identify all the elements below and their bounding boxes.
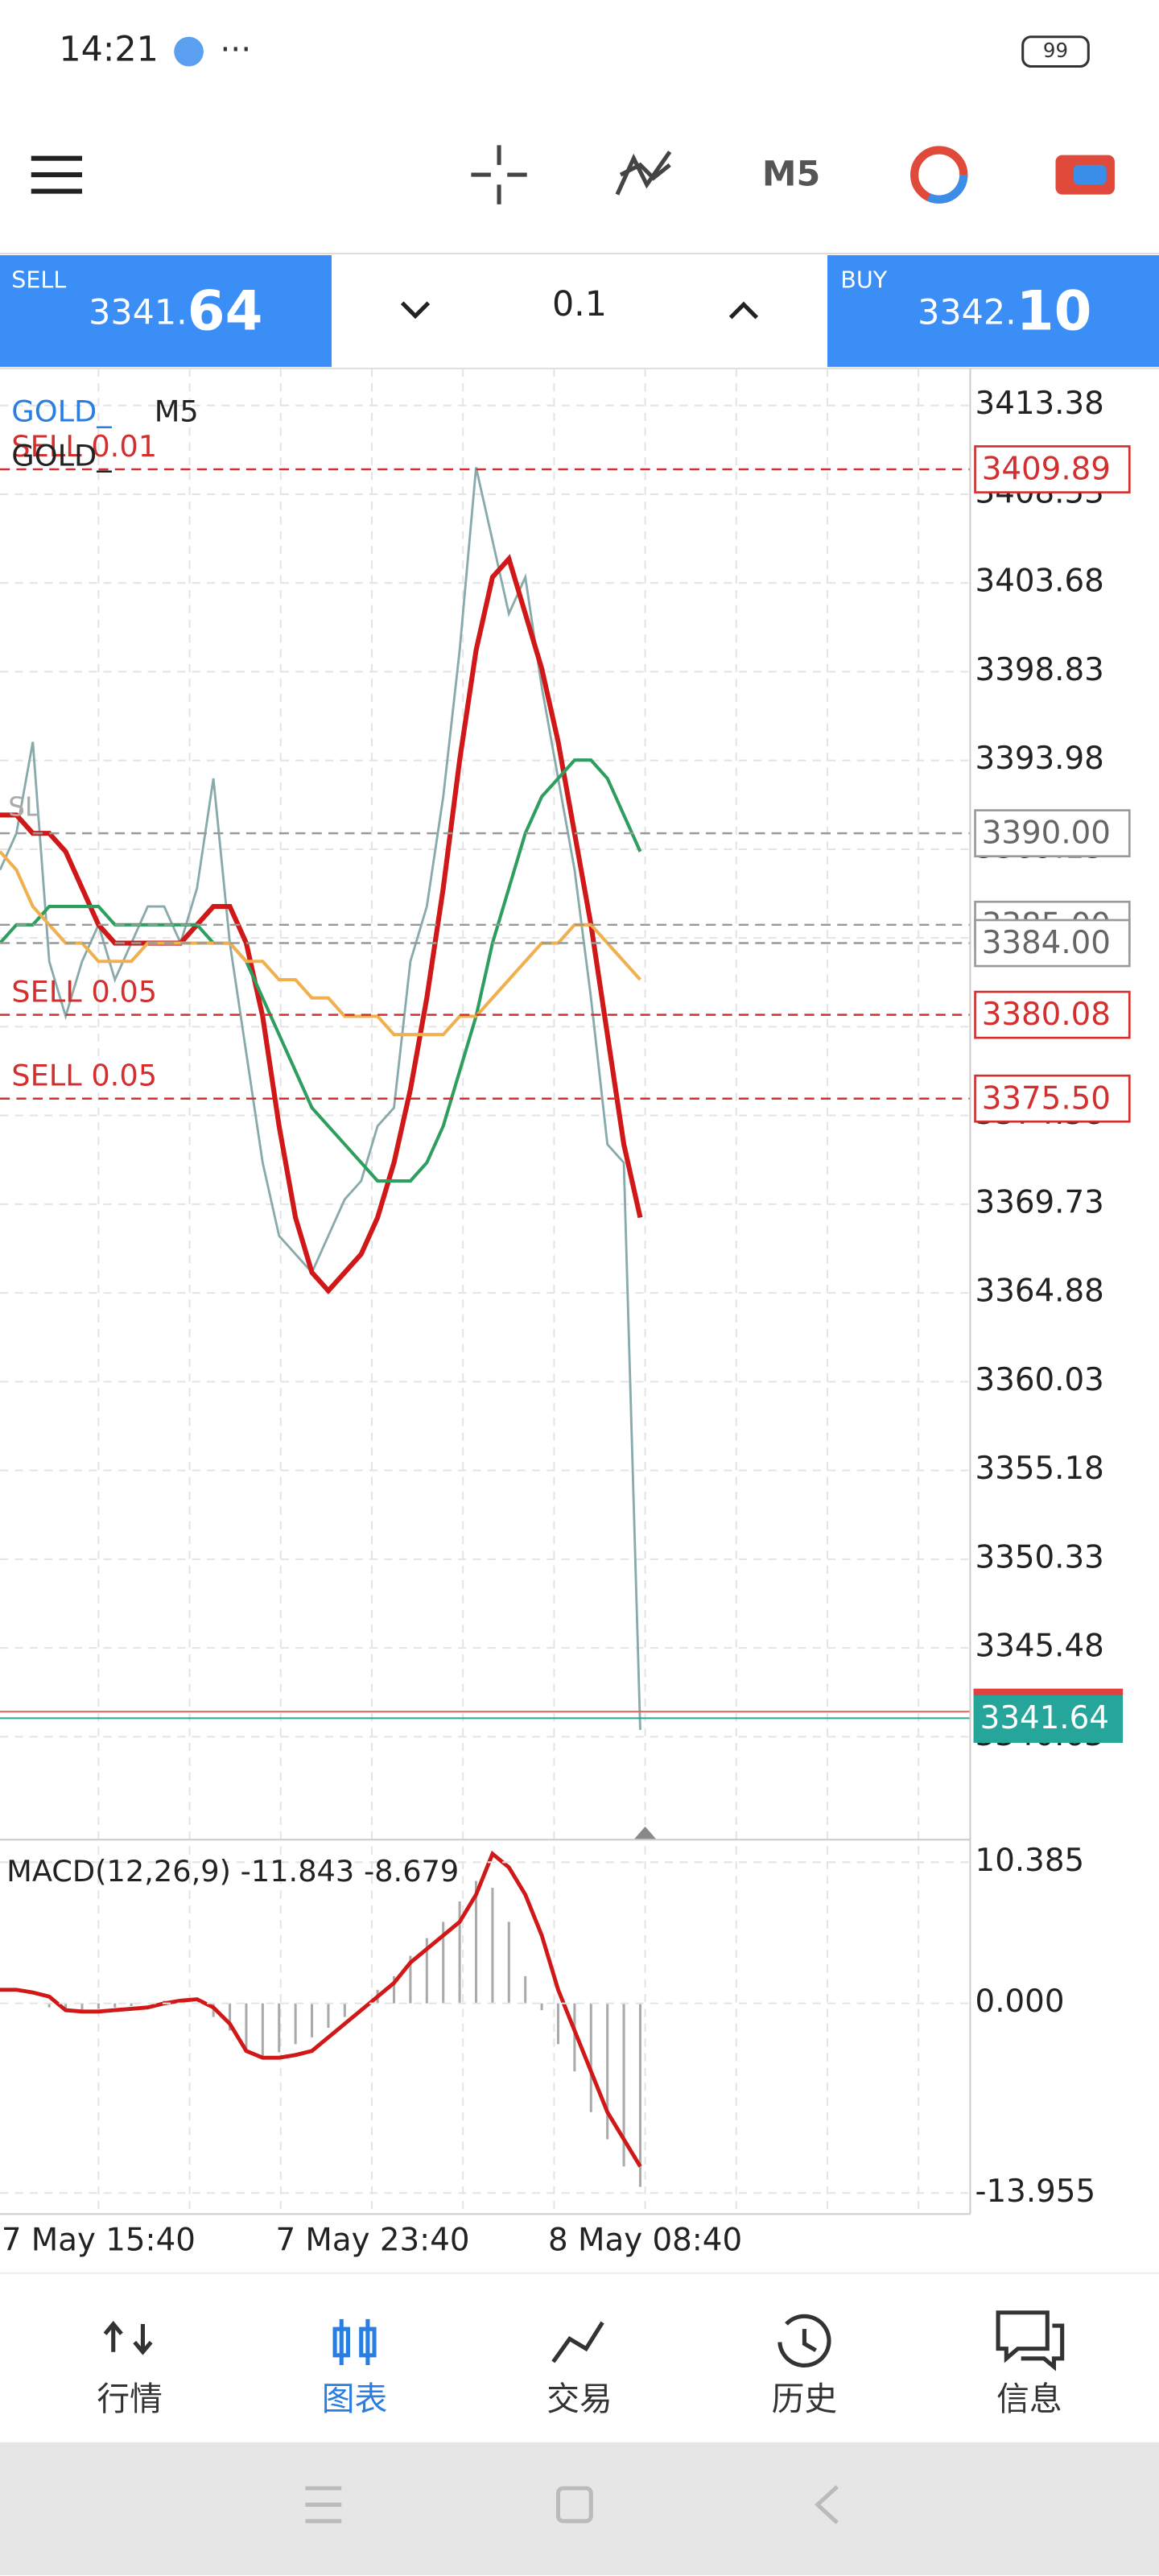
sell-button[interactable] [0, 255, 332, 367]
buy-price: 3342.10 [918, 279, 1091, 342]
x-label: 8 May 08:40 [548, 2223, 742, 2259]
sl-mark: SL [8, 791, 39, 822]
macd-title: MACD(12,26,9) [6, 1854, 231, 1889]
timeframe-button[interactable]: M5 [762, 155, 820, 195]
level-price: 3375.50 [982, 1080, 1111, 1117]
y-tick-label: 3369.73 [975, 1184, 1104, 1220]
status-icon [174, 36, 204, 67]
moving-average [0, 758, 642, 1183]
current-price-box [973, 1693, 1124, 1743]
current-price: 3341.64 [980, 1700, 1109, 1736]
nav-icon[interactable] [996, 2310, 1065, 2372]
y-tick-label: 3393.98 [975, 741, 1104, 777]
system-nav [0, 2442, 1159, 2576]
level-price: 3380.08 [982, 997, 1111, 1033]
trade-button-part [909, 146, 968, 204]
moving-average [0, 850, 641, 1037]
vertical-grid [97, 368, 920, 2215]
nav-icon[interactable] [777, 2314, 831, 2368]
nav-label[interactable]: 信息 [996, 2380, 1062, 2418]
nav-icon[interactable] [551, 2321, 604, 2363]
level-price-box [974, 1074, 1131, 1123]
level-label: SELL 0.05 [11, 1059, 157, 1093]
crosshair-button[interactable] [471, 145, 527, 204]
volume[interactable]: 0.1 [552, 284, 607, 324]
y-tick-label: -13.955 [975, 2174, 1096, 2210]
nav-label[interactable]: 图表 [322, 2380, 388, 2418]
system-buttons [305, 2485, 839, 2524]
buy-label: BUY [840, 266, 887, 294]
y-tick-label: 3413.38 [975, 386, 1104, 422]
nav-label[interactable]: 行情 [97, 2380, 163, 2418]
indicator-button[interactable] [615, 151, 672, 196]
nav-icon[interactable] [103, 2321, 153, 2355]
x-label: 7 May 15:40 [2, 2223, 196, 2259]
level-label: SELL 0.05 [11, 975, 157, 1009]
y-tick-label: 0.000 [975, 1984, 1065, 2020]
symbol-second: GOLD_ [11, 438, 112, 473]
level-price-box [974, 809, 1131, 858]
macd-signal: -8.679 [364, 1854, 459, 1889]
volume-up[interactable] [728, 301, 759, 320]
nav-label[interactable]: 交易 [547, 2380, 612, 2418]
y-tick-label: 3403.68 [975, 564, 1104, 600]
current-price-top [973, 1688, 1124, 1695]
price-line [0, 467, 641, 1730]
nav-label[interactable]: 历史 [772, 2380, 838, 2418]
nav-icon-shape [332, 2318, 377, 2366]
y-tick-label: 3398.83 [975, 652, 1104, 688]
status-time: 14:21 [59, 30, 158, 70]
sell-price: 3341.64 [89, 279, 262, 342]
nav-icon-shape [103, 2321, 153, 2355]
timeframe: M5 [155, 394, 199, 428]
nav-icon-shape [551, 2321, 604, 2363]
sell-price-main: 3341. [89, 292, 188, 332]
macd-legend: MACD(12,26,9) -11.843 -8.679 [6, 1854, 459, 1889]
sell-price-big: 64 [188, 279, 263, 342]
level-price-box [974, 990, 1131, 1039]
level-price: 3409.89 [982, 452, 1111, 488]
bottom-nav: 行情 图表 交易 历史 信息 [97, 2310, 1065, 2418]
level-price: 3390.00 [982, 815, 1111, 852]
buy-price-main: 3342. [918, 292, 1017, 332]
level-price-box [974, 919, 1131, 968]
battery [1021, 35, 1090, 68]
account-button-part [1073, 164, 1107, 185]
y-tick-label: 10.385 [975, 1843, 1085, 1879]
level-price: 3384.00 [982, 925, 1111, 961]
level-label: SELL 0.01 [11, 429, 157, 464]
y-tick-label: 3345.48 [975, 1629, 1104, 1665]
y-tick-label: 3364.88 [975, 1274, 1104, 1310]
signal-line [0, 1850, 642, 2168]
menu-button[interactable] [31, 155, 82, 194]
nav-icon-shape [996, 2310, 1065, 2372]
nav-icon-shape [777, 2314, 831, 2368]
level-price-box [974, 445, 1131, 493]
current-marker [633, 1827, 657, 1840]
status-dots: ··· [220, 30, 251, 68]
symbol: GOLD_ [11, 394, 112, 428]
sell-label: SELL [11, 266, 66, 294]
volume-down[interactable] [400, 301, 431, 320]
x-labels: 7 May 15:40 7 May 23:40 8 May 08:40 [2, 2223, 742, 2259]
buy-button[interactable] [827, 255, 1159, 367]
x-label: 7 May 23:40 [275, 2223, 469, 2259]
price-chart: 3413.383408.533403.683398.833393.983389.… [0, 386, 1131, 1840]
nav-icon[interactable] [332, 2318, 377, 2366]
moving-average [0, 554, 643, 1294]
buy-price-big: 10 [1017, 279, 1092, 342]
battery-level: 99 [1043, 39, 1068, 62]
y-tick-label: 3360.03 [975, 1362, 1104, 1398]
y-tick-label: 3355.18 [975, 1451, 1104, 1487]
y-tick-label: 3350.33 [975, 1539, 1104, 1575]
macd-main: -11.843 [241, 1854, 355, 1889]
macd-pane: 10.385 0.000 -13.955 [0, 1843, 1095, 2210]
